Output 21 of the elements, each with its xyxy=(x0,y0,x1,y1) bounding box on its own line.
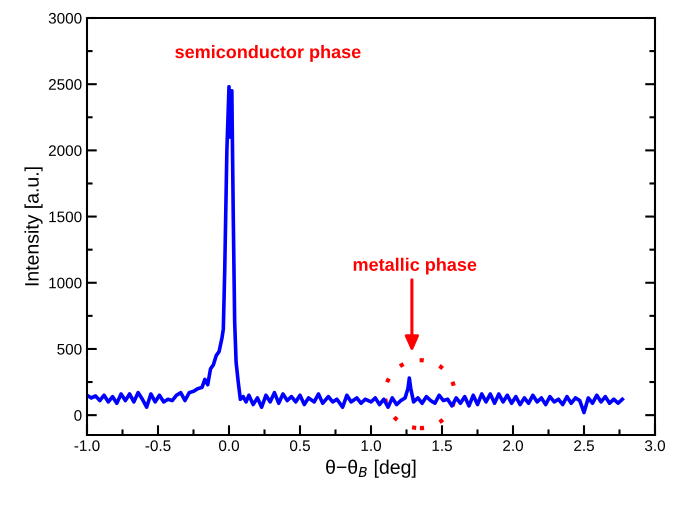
y-tick-label: 2000 xyxy=(48,145,82,156)
x-tick-label: 0.0 xyxy=(218,440,240,452)
y-tick-label: 0 xyxy=(74,410,82,421)
x-axis-title: θ−θ$_{B}$ [deg] xyxy=(326,460,416,478)
annotation: semiconductor phase xyxy=(175,45,361,62)
x-tick-label: 3.0 xyxy=(644,440,666,452)
x-tick-label: 2.5 xyxy=(574,440,594,452)
y-tick-label: 3000 xyxy=(48,12,82,24)
annotation: metallic phase xyxy=(354,258,476,275)
x-tick-label: 1.0 xyxy=(362,440,382,452)
y-tick-label: 1500 xyxy=(49,211,82,222)
x-tick-label: 1.5 xyxy=(432,440,452,452)
y-tick-label: 2500 xyxy=(48,79,82,90)
x-tick-label: -0.5 xyxy=(146,440,171,452)
y-tick-label: 500 xyxy=(57,344,82,355)
y-axis-title: Intensity [a.u.] xyxy=(24,167,43,286)
x-tick-label: -1.0 xyxy=(74,440,100,452)
y-tick-label: 1000 xyxy=(49,278,82,288)
x-tick-label: 0.5 xyxy=(290,440,310,452)
line-series xyxy=(87,85,624,414)
x-tick-label: 2.0 xyxy=(503,440,524,452)
